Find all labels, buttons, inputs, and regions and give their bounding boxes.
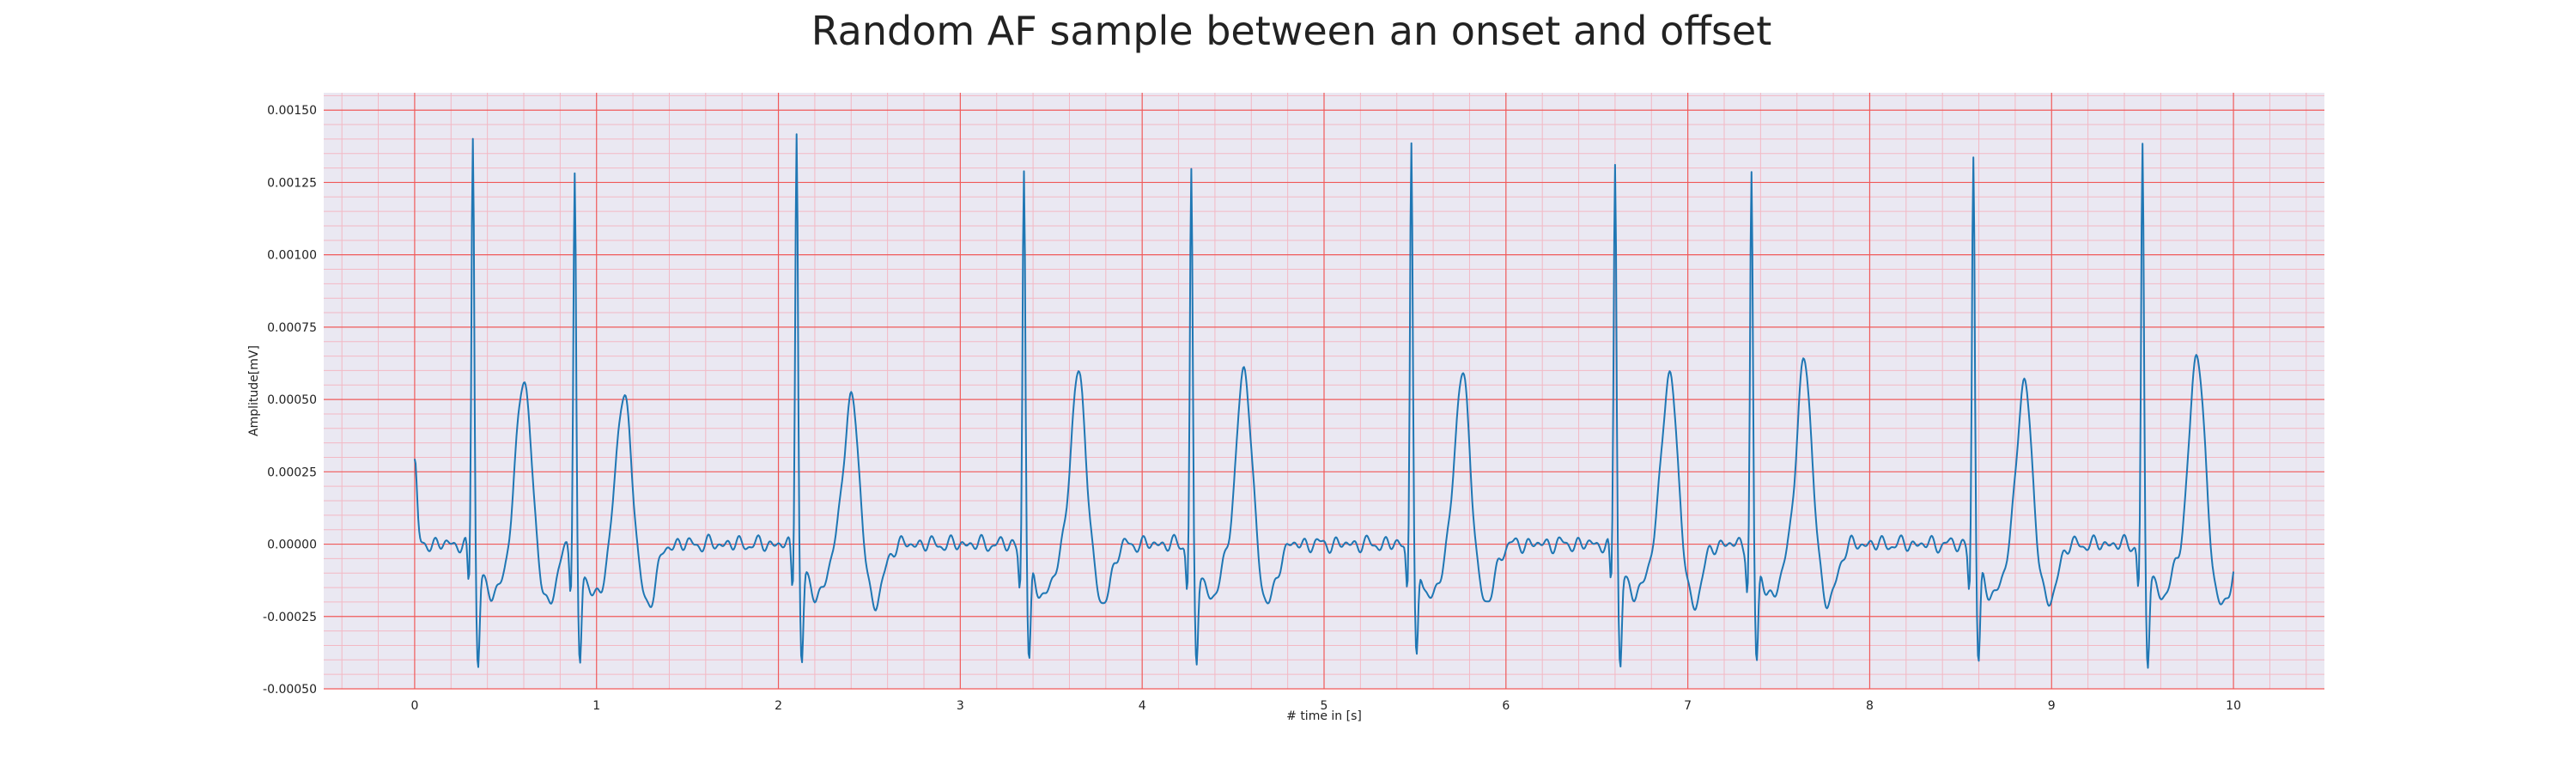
x-tick-label: 10 (2226, 699, 2241, 713)
y-tick-label: 0.00025 (267, 466, 317, 479)
x-axis-ticks: 0 1 2 3 4 5 6 7 8 9 10 (410, 699, 2241, 713)
x-tick-label: 1 (592, 699, 600, 713)
x-tick-label: 9 (2048, 699, 2056, 713)
major-grid (324, 93, 2324, 690)
y-axis-label: Amplitude[mV] (247, 345, 261, 436)
x-tick-label: 7 (1684, 699, 1692, 713)
ecg-series-line (413, 133, 2235, 669)
y-tick-label: 0.00150 (267, 104, 317, 118)
chart-title: Random AF sample between an onset and of… (811, 8, 1772, 54)
y-tick-label: 0.00125 (267, 176, 317, 190)
x-axis-label: # time in [s] (1286, 709, 1362, 723)
y-tick-label: -0.00050 (263, 683, 317, 697)
y-tick-label: 0.00075 (267, 321, 317, 335)
x-tick-label: 4 (1139, 699, 1146, 713)
x-tick-label: 5 (1321, 699, 1328, 713)
y-tick-label: 0.00100 (267, 249, 317, 263)
x-tick-label: 8 (1866, 699, 1874, 713)
y-tick-label: 0.00050 (267, 393, 317, 407)
x-tick-label: 2 (775, 699, 782, 713)
y-tick-label: -0.00025 (263, 611, 317, 624)
x-tick-label: 6 (1502, 699, 1510, 713)
x-tick-label: 0 (410, 699, 418, 713)
y-tick-label: 0.00000 (267, 539, 317, 552)
y-axis-ticks: -0.00050 -0.00025 0.00000 0.00025 0.00050 0.0… (263, 104, 317, 697)
x-tick-label: 3 (957, 699, 964, 713)
